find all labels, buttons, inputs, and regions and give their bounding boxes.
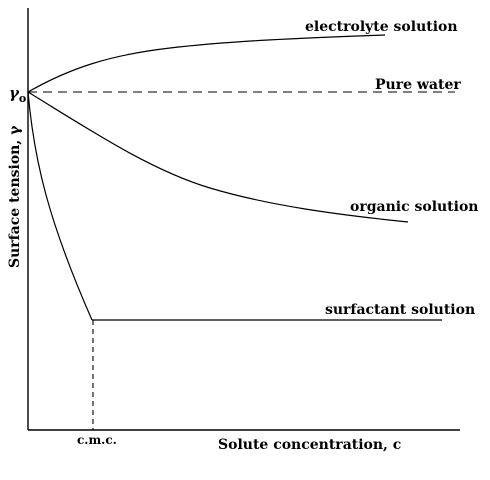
x-axis-label: Solute concentration, c [218, 437, 401, 453]
gamma0-gamma: γ [9, 84, 20, 102]
electrolyte-label: electrolyte solution [305, 19, 458, 35]
organic-curve [27, 91, 409, 223]
electrolyte-curve [27, 34, 386, 93]
organic-label: organic solution [350, 199, 479, 215]
y-axis-label: Surface tension, γ [7, 125, 23, 268]
gamma0-symbol: γo [9, 84, 26, 105]
surfactant-curve-drop [27, 91, 93, 321]
pure-water-label: Pure water [375, 77, 461, 93]
cmc-label: c.m.c. [77, 433, 117, 447]
gamma0-subscript: o [19, 92, 26, 105]
surfactant-label: surfactant solution [325, 302, 475, 318]
